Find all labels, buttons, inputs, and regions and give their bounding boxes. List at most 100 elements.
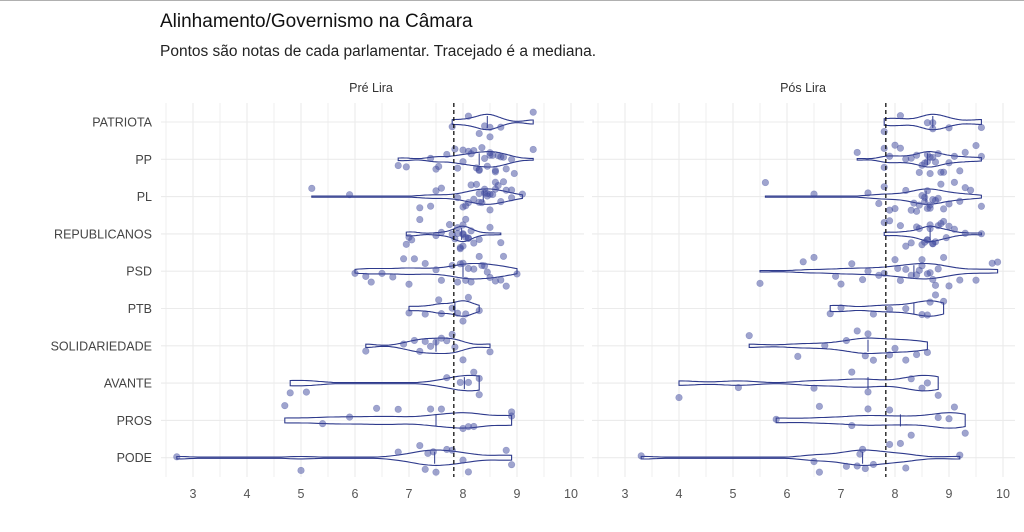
data-point (756, 279, 764, 287)
x-tick-label-5: 5 (730, 487, 737, 501)
data-point (869, 310, 878, 318)
data-point (451, 343, 459, 351)
data-point (470, 195, 478, 203)
panel-title-pre-lira: Pré Lira (349, 81, 393, 95)
data-point (772, 415, 780, 423)
data-point (945, 124, 953, 132)
data-point (880, 163, 888, 171)
data-point (993, 258, 1002, 266)
data-point (429, 448, 437, 456)
data-point (400, 340, 408, 348)
data-point (483, 162, 491, 170)
data-point (437, 276, 446, 284)
data-point (864, 388, 872, 396)
x-tick-label-8: 8 (892, 487, 899, 501)
data-point (478, 261, 486, 270)
data-point (945, 415, 953, 423)
data-point (885, 206, 894, 214)
y-label-pode: PODE (117, 451, 152, 465)
data-point (451, 145, 459, 153)
data-point (346, 413, 354, 421)
data-point (956, 451, 964, 459)
data-point (926, 269, 934, 277)
data-point (896, 222, 905, 230)
x-tick-label-10: 10 (564, 487, 578, 501)
data-point (815, 402, 824, 410)
x-tick-label-10: 10 (996, 487, 1010, 501)
data-point (891, 141, 899, 149)
data-point (977, 152, 986, 161)
data-point (950, 403, 959, 411)
data-point (956, 197, 964, 205)
data-point (926, 204, 934, 212)
data-point (842, 462, 851, 470)
data-point (486, 123, 494, 131)
data-point (378, 269, 386, 277)
x-tick-label-3: 3 (190, 487, 197, 501)
data-point (427, 342, 435, 350)
data-point (470, 422, 478, 431)
data-point (400, 255, 408, 263)
data-point (885, 152, 894, 160)
data-point (494, 152, 502, 160)
violin-pros-0 (284, 412, 513, 429)
x-tick-label-7: 7 (838, 487, 845, 501)
data-point (821, 342, 829, 350)
data-point (907, 375, 915, 383)
data-point (894, 264, 902, 272)
data-point (459, 158, 467, 166)
data-point (437, 184, 446, 192)
data-point (410, 336, 419, 345)
data-point (945, 159, 953, 167)
violin-pp-1 (856, 151, 982, 168)
y-label-ptb: PTB (128, 302, 152, 316)
data-point (529, 108, 537, 116)
data-point (902, 356, 910, 364)
data-point (362, 272, 370, 280)
data-point (923, 187, 932, 195)
data-point (761, 178, 770, 187)
top-border (0, 0, 1024, 1)
data-point (443, 337, 451, 345)
data-point (475, 374, 483, 383)
data-point (853, 462, 861, 470)
data-point (939, 217, 948, 226)
data-point (815, 468, 824, 476)
data-point (934, 150, 942, 158)
data-point (918, 256, 926, 264)
data-point (745, 332, 753, 340)
data-point (934, 413, 942, 422)
data-point (508, 194, 516, 202)
data-point (475, 129, 483, 138)
data-point (402, 163, 410, 171)
y-label-solidariedade: SOLIDARIEDADE (51, 339, 152, 353)
data-point (421, 337, 429, 346)
data-point (499, 252, 508, 260)
data-point (848, 421, 856, 430)
data-point (931, 291, 940, 299)
data-point (416, 441, 424, 450)
data-point (389, 273, 397, 281)
data-point (529, 145, 537, 154)
violin-solidariedade-1 (748, 337, 928, 355)
data-point (173, 453, 181, 461)
y-label-pl: PL (137, 190, 152, 204)
data-point (915, 266, 923, 274)
data-point (497, 198, 505, 206)
x-tick-label-9: 9 (514, 487, 521, 501)
data-point (939, 297, 948, 305)
data-point (880, 269, 888, 277)
data-point (408, 236, 416, 244)
chart-title: Alinhamento/Governismo na Câmara (160, 11, 473, 32)
data-point (497, 239, 505, 247)
data-point (513, 270, 521, 278)
data-point (508, 461, 516, 469)
violin-avante-0 (289, 374, 480, 392)
data-point (478, 198, 486, 207)
panel-pre-lira: 3 4 5 6 7 8 9 10 Pré Lira (161, 81, 584, 501)
data-point (486, 206, 494, 214)
data-point (675, 393, 683, 402)
data-point (880, 144, 888, 152)
data-point (432, 266, 440, 274)
data-point (972, 276, 980, 284)
